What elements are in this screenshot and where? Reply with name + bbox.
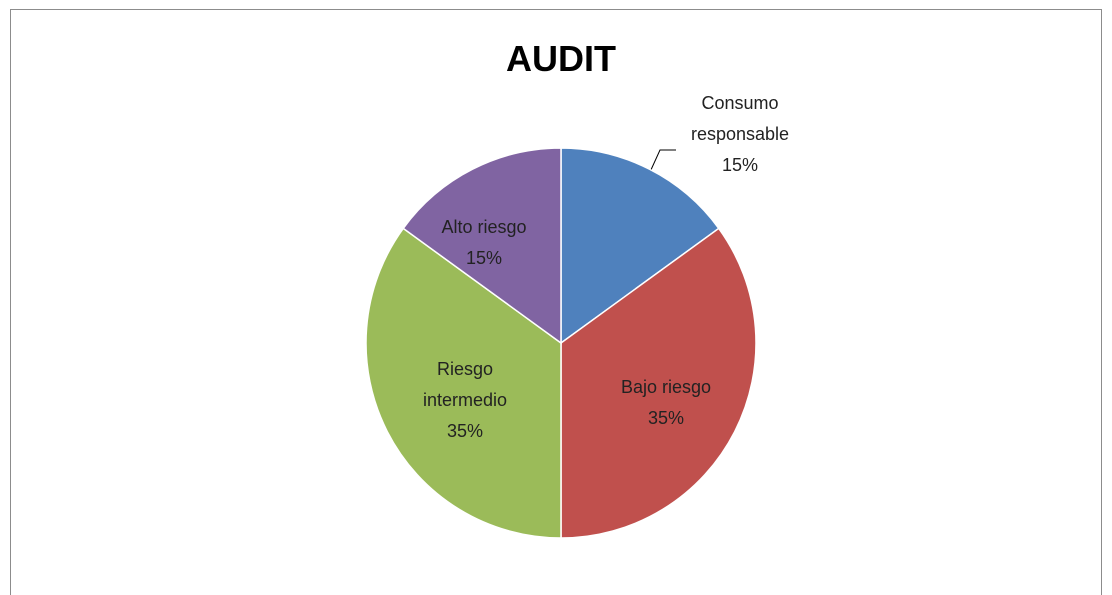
data-label: Bajo riesgo 35% <box>601 372 731 434</box>
pie-slice <box>560 147 720 345</box>
slice-value: 15% <box>465 248 503 268</box>
pie-slice <box>365 227 562 539</box>
slice-value: 35% <box>446 421 484 441</box>
leader-line <box>649 149 676 173</box>
slice-name: Riesgo intermedio <box>422 359 508 410</box>
chart-title: AUDIT <box>506 38 616 79</box>
data-label: Alto riesgo 15% <box>419 212 549 274</box>
pie-slice <box>560 227 757 539</box>
slice-name: Consumo responsable <box>690 93 790 144</box>
chart-border <box>10 9 1102 595</box>
slice-name: Bajo riesgo <box>620 377 712 397</box>
pie-slice <box>402 147 562 345</box>
slice-value: 35% <box>647 408 685 428</box>
slice-value: 15% <box>721 155 759 175</box>
data-label: Riesgo intermedio 35% <box>405 354 525 447</box>
slice-name: Alto riesgo <box>441 217 527 237</box>
data-label: Consumo responsable 15% <box>675 88 805 181</box>
